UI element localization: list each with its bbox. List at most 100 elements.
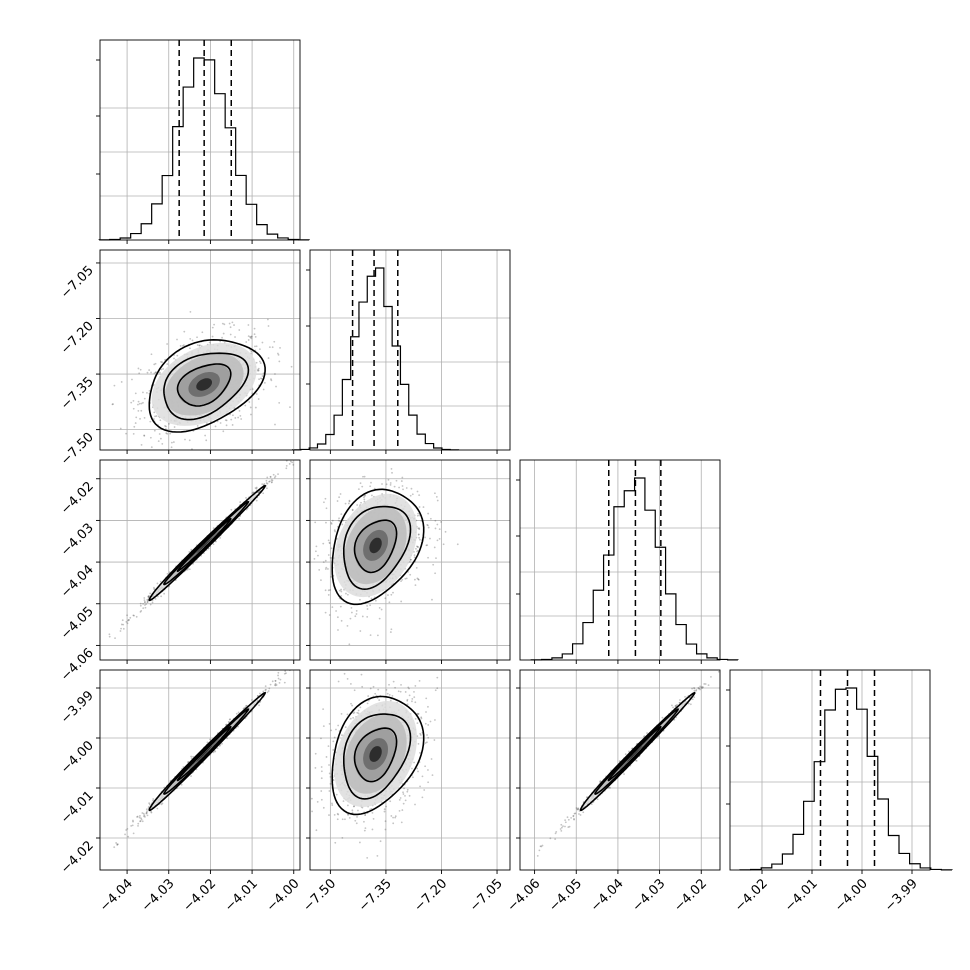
sample-point — [624, 753, 627, 756]
sample-point — [320, 770, 323, 773]
sample-point — [416, 713, 419, 716]
sample-point — [257, 369, 260, 372]
sample-point — [156, 582, 159, 585]
sample-point — [427, 705, 429, 708]
sample-point — [303, 337, 305, 339]
sample-point — [262, 690, 265, 693]
sample-point — [357, 709, 360, 712]
sample-point — [369, 634, 372, 637]
axes-frame — [729, 669, 931, 871]
sample-point — [181, 344, 184, 347]
sample-point — [338, 520, 341, 522]
density-layer — [111, 310, 305, 450]
sample-point — [238, 518, 241, 520]
sample-point — [392, 591, 394, 594]
sample-point — [183, 330, 186, 333]
sample-point — [254, 335, 257, 338]
sample-point — [348, 817, 351, 819]
sample-point — [341, 818, 344, 821]
sample-point — [353, 689, 356, 692]
sample-point — [360, 501, 362, 504]
sample-point — [378, 699, 381, 701]
sample-point — [409, 573, 412, 576]
density-level — [196, 378, 212, 391]
sample-point — [255, 393, 258, 395]
sample-point — [417, 742, 420, 745]
sample-point — [165, 425, 167, 428]
sample-point — [274, 475, 277, 478]
sample-point — [332, 749, 335, 751]
sample-point — [146, 601, 149, 604]
sample-point — [251, 492, 254, 495]
sample-point — [352, 805, 355, 808]
sample-point — [322, 806, 325, 809]
sample-point — [442, 543, 445, 546]
sample-point — [398, 809, 401, 812]
sample-point — [196, 336, 198, 339]
sample-point — [227, 720, 230, 723]
sample-point — [255, 361, 258, 364]
sample-point — [387, 594, 389, 596]
sample-point — [385, 805, 387, 808]
sample-point — [250, 335, 253, 338]
sample-point — [342, 800, 345, 803]
sample-point — [404, 691, 407, 693]
sample-point — [405, 487, 408, 489]
sample-point — [191, 339, 194, 342]
sample-point — [239, 501, 242, 503]
sample-point — [369, 604, 372, 607]
sample-point — [436, 676, 439, 679]
sample-point — [417, 578, 420, 581]
sample-point — [417, 512, 420, 515]
sample-point — [130, 401, 133, 404]
sample-point — [366, 615, 369, 618]
sample-point — [407, 686, 410, 689]
sample-point — [237, 711, 240, 714]
sample-point — [344, 502, 347, 505]
sample-point — [436, 539, 439, 542]
sample-point — [418, 506, 421, 508]
sample-point — [269, 480, 271, 483]
sample-point — [390, 593, 393, 596]
sample-point — [201, 331, 204, 334]
sample-point — [166, 432, 169, 435]
sample-point — [269, 476, 272, 478]
sample-point — [697, 686, 700, 689]
sample-point — [250, 335, 253, 338]
sample-point — [139, 815, 141, 817]
sample-point — [132, 832, 135, 835]
sample-point — [277, 352, 279, 355]
contour-line — [163, 500, 250, 586]
histogram-steps — [530, 477, 739, 661]
sample-point — [238, 329, 241, 331]
sample-point — [133, 425, 136, 428]
sample-point — [416, 722, 419, 725]
sample-point — [237, 725, 239, 728]
sample-point — [414, 584, 417, 587]
sample-point — [417, 549, 419, 552]
sample-point — [325, 756, 328, 758]
sample-point — [189, 347, 191, 350]
sample-point — [420, 716, 423, 719]
histogram-panel-2 — [516, 459, 739, 661]
sample-point — [314, 521, 317, 524]
sample-point — [292, 463, 295, 466]
sample-point — [404, 795, 406, 797]
sample-point — [274, 684, 277, 687]
sample-point — [150, 353, 153, 356]
sample-point — [427, 769, 429, 771]
sample-point — [239, 414, 242, 417]
sample-point — [221, 336, 223, 339]
sample-point — [389, 699, 392, 702]
sample-point — [132, 399, 135, 402]
sample-point — [417, 533, 420, 536]
sample-point — [271, 346, 274, 349]
sample-point — [268, 480, 270, 483]
sample-point — [249, 406, 252, 409]
sample-point — [356, 504, 359, 506]
sample-point — [349, 617, 352, 620]
sample-point — [427, 781, 430, 784]
sample-point — [415, 566, 418, 569]
sample-point — [364, 494, 367, 497]
sample-point — [554, 832, 557, 835]
